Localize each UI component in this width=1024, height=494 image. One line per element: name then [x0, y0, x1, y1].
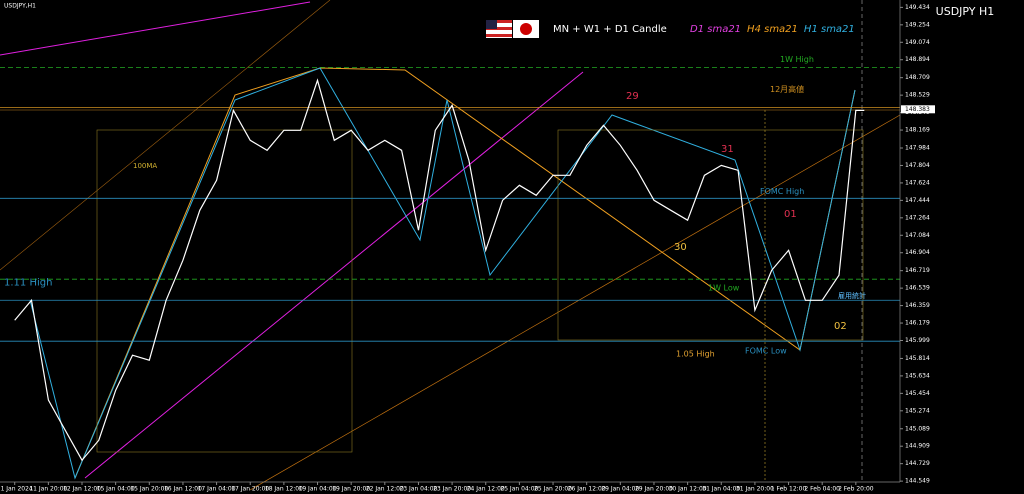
flags — [486, 20, 539, 38]
x-tick-label: 26 Jan 12:00 — [568, 486, 606, 493]
x-tick-label: 2 Feb 04:00 — [804, 486, 840, 493]
y-tick-label: 146.179 — [905, 320, 930, 327]
x-tick-label: 19 Jan 20:00 — [332, 486, 370, 493]
y-tick-label: 146.539 — [905, 285, 930, 292]
symbol: USDJPY,H1 — [4, 3, 36, 10]
x-tick-label: 30 Jan 12:00 — [669, 486, 707, 493]
chart-title: USDJPY H1 — [936, 5, 995, 18]
annotation: 30 — [674, 242, 687, 253]
level-label: 1W Low — [708, 284, 740, 293]
x-tick-label: 22 Jan 12:00 — [366, 486, 404, 493]
y-tick-label: 147.984 — [905, 144, 930, 151]
annotation: 100MA — [133, 162, 157, 170]
level-label: 1W High — [780, 55, 814, 64]
x-tick-label: 11 Jan 20:00 — [29, 486, 67, 493]
x-tick-label: 15 Jan 20:00 — [130, 486, 168, 493]
x-tick-label: 1 Feb 12:00 — [771, 486, 807, 493]
y-tick-label: 145.814 — [905, 355, 930, 362]
subtitle: MN + W1 + D1 Candle — [553, 24, 667, 35]
y-tick-label: 148.529 — [905, 92, 930, 99]
level-label: 1.11 High — [4, 277, 52, 288]
y-tick-label: 145.634 — [905, 372, 930, 379]
x-tick-label: 11 Jan 2024 — [0, 486, 33, 493]
level-label: 12月高値 — [770, 84, 804, 94]
x-tick-label: 23 Jan 04:00 — [399, 486, 437, 493]
price-tag — [901, 105, 935, 114]
x-tick-label: 25 Jan 04:00 — [500, 486, 538, 493]
annotation: 31 — [721, 144, 734, 155]
levels: 1W High 12月高値 FOMC High 1W Low 1.11 High FOMC… — [0, 55, 900, 356]
y-tick-label: 148.709 — [905, 74, 930, 81]
level-label: FOMC Low — [745, 347, 787, 356]
x-tick-label: 24 Jan 12:00 — [467, 486, 505, 493]
annotation: 29 — [626, 91, 639, 102]
y-tick-label: 146.359 — [905, 302, 930, 309]
x-tick-label: 29 Jan 04:00 — [601, 486, 639, 493]
annotation: 01 — [784, 209, 797, 220]
trend-line — [0, 1, 311, 56]
y-tick-label: 146.719 — [905, 267, 930, 274]
indicator-name: D1 sma21 — [690, 24, 741, 35]
x-tick-label: 31 Jan 04:00 — [702, 486, 740, 493]
indicator-name: H1 sma21 — [804, 24, 855, 35]
flag-stripe — [486, 20, 512, 23]
y-tick-label: 147.624 — [905, 179, 930, 186]
y-tick-label: 145.274 — [905, 407, 930, 414]
x-tick-label: 2 Feb 20:00 — [838, 486, 874, 493]
axes: 149.434 149.254 149.074 148.894 148.709 148.5… — [0, 4, 935, 493]
x-tick-label: 12 Jan 12:00 — [63, 486, 101, 493]
y-tick-label: 144.909 — [905, 443, 930, 450]
y-tick-label: 147.084 — [905, 232, 930, 239]
y-tick-label: 149.434 — [905, 4, 930, 11]
x-tick-label: 17 Jan 04:00 — [198, 486, 236, 493]
y-tick-label: 149.074 — [905, 39, 930, 46]
y-tick-label: 144.729 — [905, 460, 930, 467]
flag-stripe — [486, 34, 512, 37]
candle-box — [96, 129, 353, 453]
x-tick-label: 25 Jan 20:00 — [534, 486, 572, 493]
trend-line — [249, 114, 901, 491]
flag-sun — [520, 23, 532, 35]
y-tick-label: 148.894 — [905, 56, 930, 63]
x-tick-label: 16 Jan 12:00 — [164, 486, 202, 493]
x-tick-label: 17 Jan 20:00 — [231, 486, 269, 493]
indicator-name: H4 sma21 — [747, 24, 798, 35]
y-tick-label: 147.804 — [905, 162, 930, 169]
y-tick-label: 146.904 — [905, 249, 930, 256]
x-tick-label: 23 Jan 20:00 — [433, 486, 471, 493]
annotation: 雇用統計 — [838, 291, 866, 300]
trend-line — [0, 0, 331, 271]
indicator-legend: D1 sma21 H4 sma21 H1 sma21 — [690, 24, 855, 35]
current-price: 148.383 — [905, 106, 930, 113]
x-tick-label: 31 Jan 20:00 — [736, 486, 774, 493]
y-tick-label: 149.254 — [905, 21, 930, 28]
x-tick-label: 29 Jan 20:00 — [635, 486, 673, 493]
y-tick-label: 147.264 — [905, 214, 930, 221]
x-tick-label: 15 Jan 04:00 — [97, 486, 135, 493]
level-label: FOMC High — [760, 187, 804, 196]
x-tick-label: 19 Jan 04:00 — [299, 486, 337, 493]
y-tick-label: 147.444 — [905, 197, 930, 204]
annotation: 1.05 High — [676, 350, 715, 359]
y-tick-label: 145.999 — [905, 337, 930, 344]
y-tick-label: 148.169 — [905, 127, 930, 134]
x-tick-label: 18 Jan 12:00 — [265, 486, 303, 493]
flag-canton — [486, 20, 497, 29]
flag-stripe — [486, 27, 512, 30]
y-tick-label: 145.089 — [905, 425, 930, 432]
y-tick-label: 145.454 — [905, 390, 930, 397]
price-line — [14, 78, 865, 462]
decor — [0, 0, 901, 491]
annotation: 02 — [834, 321, 847, 332]
trend-line — [84, 71, 584, 479]
y-tick-label: 144.549 — [905, 478, 930, 485]
zigzag — [29, 67, 856, 480]
candle-box — [557, 129, 864, 341]
